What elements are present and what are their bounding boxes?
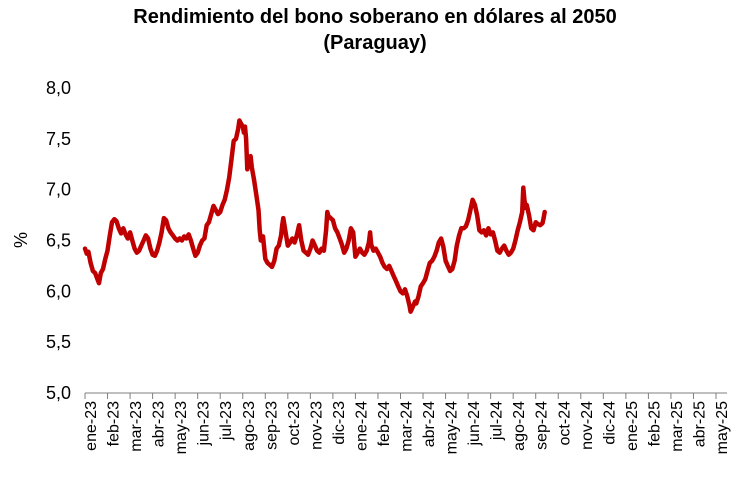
- x-tick-label: oct-24: [556, 401, 573, 446]
- x-tick-label: may-25: [714, 401, 731, 454]
- x-tick-label: mar-23: [128, 401, 145, 452]
- x-tick-label: oct-23: [286, 401, 303, 446]
- x-tick-label: feb-23: [106, 401, 123, 446]
- chart-subtitle: (Paraguay): [323, 32, 427, 54]
- x-tick-label: jul-24: [489, 401, 506, 441]
- x-tick-label: ago-23: [241, 401, 258, 451]
- x-tick-label: abr-25: [691, 401, 708, 447]
- x-tick-label: ago-24: [511, 401, 528, 451]
- x-tick-label: jun-24: [466, 401, 483, 447]
- x-tick-label: jun-23: [196, 401, 213, 447]
- x-tick-label: ene-24: [353, 401, 370, 451]
- x-tick-label: abr-23: [151, 401, 168, 447]
- x-tick-label: nov-23: [308, 401, 325, 450]
- x-tick-label: feb-24: [376, 401, 393, 446]
- series-line: [82, 118, 547, 314]
- y-tick-label: 5,5: [46, 332, 71, 352]
- y-tick-label: 5,0: [46, 383, 71, 403]
- x-tick-label: ene-25: [624, 401, 641, 451]
- x-tick-label: may-24: [444, 401, 461, 454]
- x-tick-label: nov-24: [579, 401, 596, 450]
- x-tick-label: dic-24: [601, 401, 618, 445]
- x-tick-label: sep-24: [534, 401, 551, 450]
- x-tick-label: ene-23: [83, 401, 100, 451]
- y-tick-label: 7,5: [46, 129, 71, 149]
- x-tick-label: may-23: [173, 401, 190, 454]
- x-tick-label: mar-24: [399, 401, 416, 452]
- y-tick-label: 8,0: [46, 78, 71, 98]
- y-tick-label: 6,0: [46, 281, 71, 301]
- x-tick-label: feb-25: [646, 401, 663, 446]
- chart-title: Rendimiento del bono soberano en dólares…: [133, 6, 617, 28]
- x-tick-label: sep-23: [263, 401, 280, 450]
- y-axis-label: %: [11, 232, 31, 248]
- y-tick-label: 7,0: [46, 180, 71, 200]
- x-tick-label: jul-23: [218, 401, 235, 441]
- y-axis-ticks: 5,0 5,5 6,0 6,5 7,0 7,5 8,0: [46, 78, 71, 403]
- y-tick-label: 6,5: [46, 231, 71, 251]
- x-axis-ticks: ene-23 feb-23 mar-23 abr-23 may-23 jun-23 jul-…: [83, 393, 731, 454]
- x-tick-label: dic-23: [331, 401, 348, 445]
- x-tick-label: mar-25: [669, 401, 686, 452]
- x-tick-label: abr-24: [421, 401, 438, 447]
